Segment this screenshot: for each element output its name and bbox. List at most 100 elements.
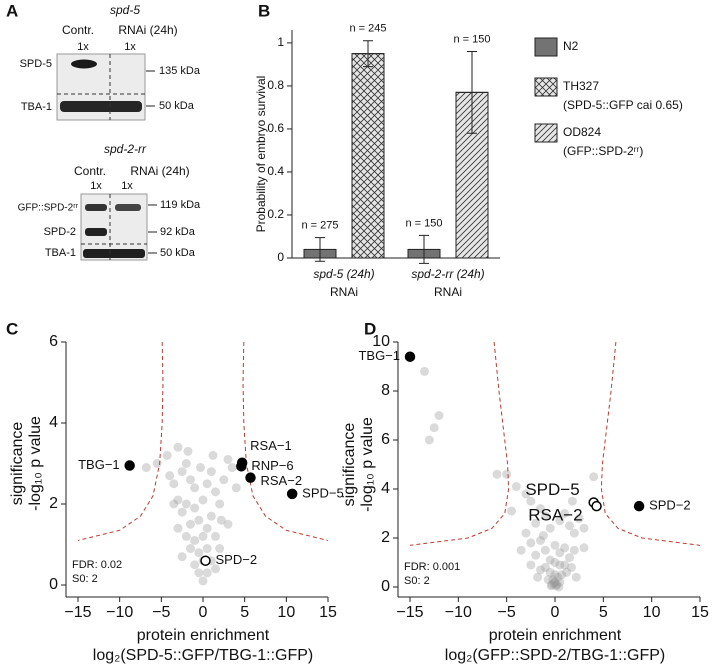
loading: 1x [124,41,136,53]
background-point [531,518,541,528]
x-tick-label: 10 [643,604,661,621]
x-tick-label: −5 [152,604,170,621]
background-point [579,523,589,533]
background-point [521,528,531,538]
background-point [194,515,204,525]
background-point [540,562,550,572]
threshold-curve [600,341,701,546]
background-point [545,555,555,565]
background-point [169,479,179,489]
background-point [531,550,541,560]
highlight-point [245,472,256,483]
x-tick-label: spd-5 (24h) [313,267,374,281]
background-point [560,560,570,570]
background-point [177,552,187,562]
error-bar [363,40,373,68]
background-point [507,506,516,516]
y-tick-label: 10 [372,333,390,350]
background-point [526,496,536,506]
size-label: 50 kDa [160,247,196,259]
background-point [536,535,545,545]
y-axis-label: Probability of embryo survival [254,76,268,233]
background-point [152,459,162,468]
panel-a: A spd-5 Contr. RNAi (24h) 1x 1x SPD-5 TB… [6,1,201,261]
background-point [198,576,208,586]
background-point [562,567,572,577]
protein: TBA-1 [45,247,76,259]
background-point [557,570,567,580]
x-axis-label: log₂(SPD-5::GFP/TBG-1::GFP) [93,647,313,664]
highlight-label: RSA−1 [250,438,292,453]
x-tick-label: 5 [599,604,608,621]
loading: 1x [90,180,102,192]
y-axis-label: significance [9,422,26,506]
column-label: Contr. [62,23,94,37]
background-point [551,581,561,591]
background-point [215,499,225,509]
background-point [141,463,151,473]
background-point [538,531,548,541]
background-point [181,531,191,541]
legend-hatch [534,123,558,143]
highlight-label: TBG−1 [358,348,400,363]
background-point [560,509,570,518]
y-tick-label: 6 [381,431,390,448]
x-tick-label: 15 [691,604,709,621]
legend-swatch [534,37,558,57]
band [85,204,107,211]
background-point [162,450,172,460]
background-point [198,495,208,505]
background-point [560,543,570,553]
x-tick-label: 0 [199,604,208,621]
x-tick-label: −5 [498,604,516,621]
background-point [492,469,502,479]
panel-label: C [6,319,18,338]
size-label: 50 kDa [159,100,195,112]
x-tick-label: −15 [396,604,423,621]
background-point [546,581,556,591]
loading: 1x [77,41,89,53]
background-point [540,511,550,521]
legend-label: OD824 [563,125,601,139]
x-tick-label: −10 [445,604,472,621]
background-point [555,516,565,526]
highlight-point [124,460,135,471]
n-label: n = 150 [453,33,490,45]
y-tick-label: 0 [277,250,284,264]
highlight-point [404,351,416,362]
error-bar [315,237,325,262]
band [71,59,97,69]
background-point [536,504,545,514]
background-point [555,560,565,570]
x-tick-label: 15 [319,604,337,621]
background-point [579,543,589,553]
y-tick-label: 4 [49,414,58,431]
background-point [521,489,531,499]
bar-hatch [351,53,385,259]
threshold-curve [242,341,329,541]
background-point [545,567,555,577]
y-tick-label: 2 [381,529,390,546]
threshold-curve [77,341,164,541]
background-point [198,531,208,541]
background-point [502,469,512,479]
background-point [206,511,216,521]
background-point [208,450,218,460]
background-point [215,544,225,554]
background-point [194,548,204,558]
error-bar [467,51,477,134]
x-axis-label: protein enrichment [489,627,622,644]
background-point [177,467,187,477]
background-point [223,519,233,529]
background-point [565,553,574,563]
background-point [549,578,559,588]
threshold-curve [409,341,510,546]
annotation: S0: 2 [72,573,98,585]
background-point [186,475,195,485]
legend-label: TH327 [563,79,599,93]
y-axis-label: -log₁₀ p value [359,417,376,512]
background-point [547,580,557,590]
column-label: RNAi (24h) [118,23,177,37]
legend-description: (SPD-5::GFP cai 0.65) [563,98,683,112]
background-point [223,454,233,464]
